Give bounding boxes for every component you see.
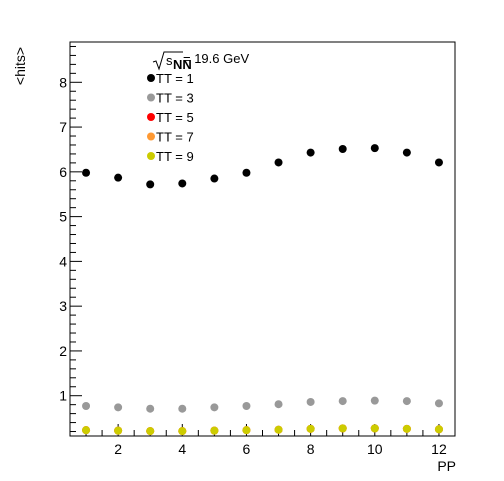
x-tick-label: 12 [431,441,447,457]
series-4-point [242,426,251,435]
x-tick-label: 10 [367,441,383,457]
series-0-point [370,144,379,153]
legend: TT = 1 TT = 3 TT = 5 TT = 7 TT = 9 [147,71,194,164]
y-axis: 1 2 3 4 5 6 7 8 [59,45,82,433]
y-axis-title: <hits> [12,47,28,85]
series-1-point [370,396,379,405]
series-0-point [274,158,283,167]
legend-marker [147,132,155,141]
legend-marker [147,113,155,121]
legend-label: TT = 1 [156,71,194,86]
y-tick-label: 1 [59,388,67,404]
y-tick-label: 2 [59,343,67,359]
series-4-point [402,424,411,433]
series-4-point [178,427,187,436]
y-tick-label: 8 [59,74,67,90]
series-0-point [434,158,443,167]
series-1-point [82,402,91,411]
series-0-point [178,179,187,188]
series-1-point [242,402,251,411]
series-0-point [146,180,155,189]
series-4-point [274,425,283,434]
energy-label: s NN = 19.6 GeV [152,51,249,72]
y-tick-label: 7 [59,119,67,135]
y-tick-label: 5 [59,209,67,225]
legend-label: TT = 5 [156,110,194,125]
y-tick-label: 3 [59,298,67,314]
energy-label-value: = 19.6 GeV [183,51,249,66]
series-0-point [338,145,347,154]
y-tick-label: 6 [59,164,67,180]
y-tick-label: 4 [59,253,67,269]
series-0-point [306,148,315,157]
legend-marker [147,74,155,82]
legend-label: TT = 7 [156,130,194,145]
series-1-point [306,397,315,406]
series-4-point [82,426,91,435]
x-axis-title: PP [437,458,456,474]
series-0-point [82,168,91,177]
series-1-point [402,397,411,406]
series-4-point [370,424,379,433]
series-1-point [210,403,219,412]
legend-label: TT = 9 [156,149,194,164]
series-4-point [306,424,315,433]
series-1-point [274,400,283,409]
series-1-point [114,403,123,412]
series-0-point [242,168,251,177]
x-tick-label: 6 [243,441,251,457]
series-4-point [114,426,123,435]
series-1-point [178,404,187,413]
x-tick-label: 8 [307,441,315,457]
energy-label-root-arg: s [166,53,173,68]
x-axis: 2 4 6 8 10 12 [69,424,456,457]
data-points [82,144,443,436]
series-4-point [210,426,219,435]
series-1-point [338,397,347,406]
series-4-point [338,424,347,433]
series-4-point [146,427,155,436]
series-4-point [434,425,443,434]
legend-marker [147,93,155,102]
energy-label-subscript: NN [173,57,192,72]
x-tick-label: 2 [114,441,122,457]
series-1-point [434,399,443,408]
series-0-point [210,174,219,183]
legend-label: TT = 3 [156,91,194,106]
series-0-point [114,173,123,182]
series-0-point [402,148,411,157]
series-1-point [146,404,155,413]
legend-marker [147,152,155,160]
sqrt-sign [152,51,183,71]
x-tick-label: 4 [178,441,186,457]
